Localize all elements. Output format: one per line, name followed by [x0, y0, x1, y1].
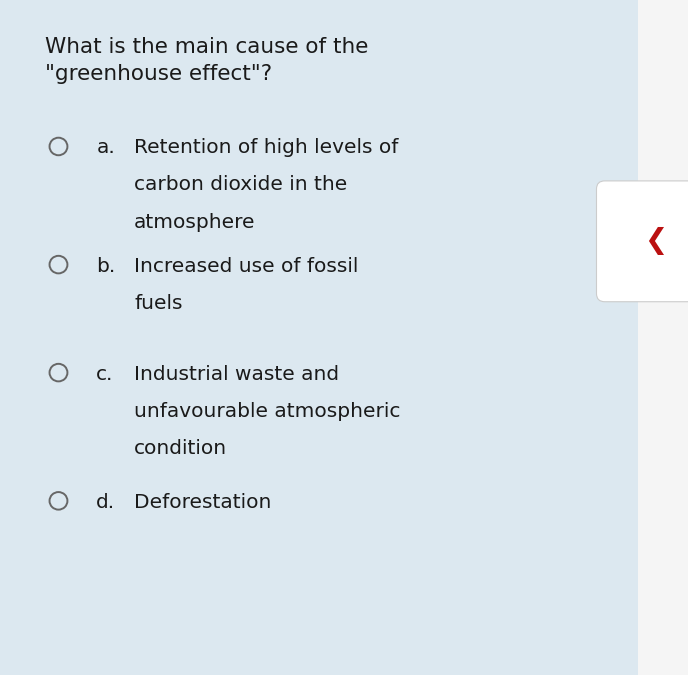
Text: carbon dioxide in the: carbon dioxide in the [134, 176, 347, 194]
Text: atmosphere: atmosphere [134, 213, 256, 232]
Text: Industrial waste and: Industrial waste and [134, 364, 339, 383]
Text: condition: condition [134, 439, 227, 458]
Text: unfavourable atmospheric: unfavourable atmospheric [134, 402, 400, 421]
Text: d.: d. [96, 493, 116, 512]
Text: b.: b. [96, 256, 116, 275]
Text: "greenhouse effect"?: "greenhouse effect"? [45, 64, 272, 84]
Text: c.: c. [96, 364, 114, 383]
Text: Increased use of fossil: Increased use of fossil [134, 256, 358, 275]
FancyBboxPatch shape [638, 0, 688, 675]
FancyBboxPatch shape [596, 181, 688, 302]
Text: fuels: fuels [134, 294, 182, 313]
Text: Retention of high levels of: Retention of high levels of [134, 138, 398, 157]
Text: ❮: ❮ [645, 227, 667, 255]
Text: Deforestation: Deforestation [134, 493, 272, 512]
Text: a.: a. [96, 138, 115, 157]
Text: What is the main cause of the: What is the main cause of the [45, 37, 368, 57]
